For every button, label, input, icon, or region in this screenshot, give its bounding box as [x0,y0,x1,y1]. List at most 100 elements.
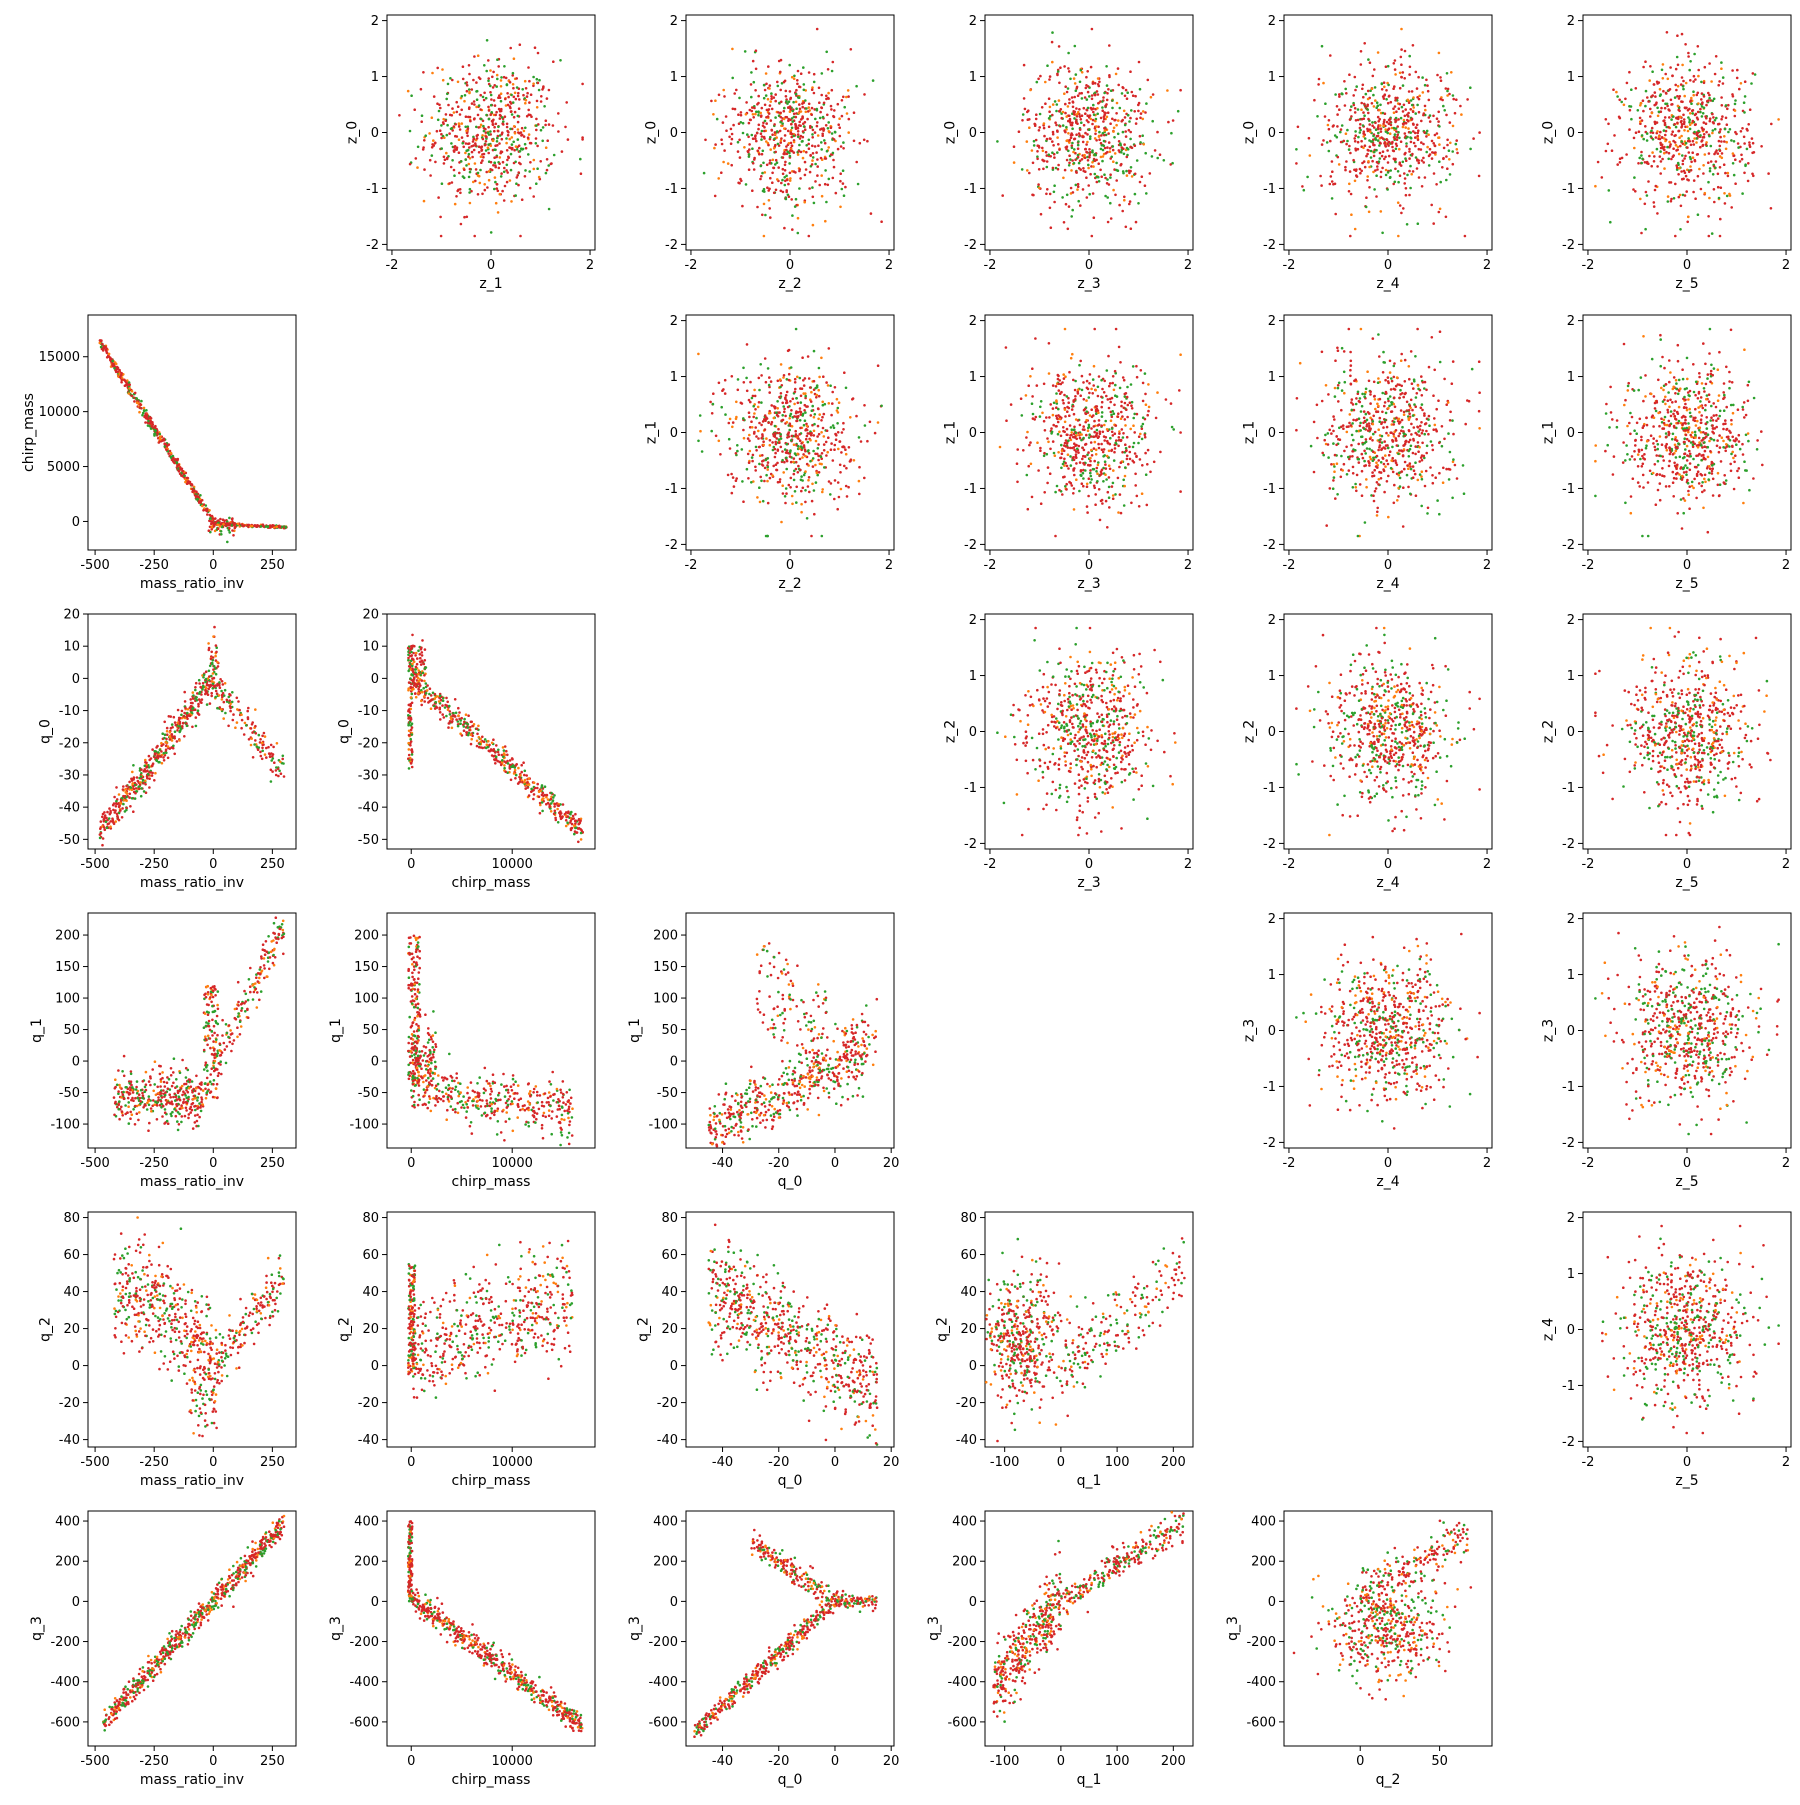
scatter-point [1705,104,1708,107]
scatter-point [801,356,804,359]
scatter-point [1445,114,1448,117]
scatter-point [788,379,791,382]
scatter-point [819,117,822,120]
scatter-point [830,426,833,429]
scatter-point [1163,159,1166,162]
scatter-point [1035,118,1038,121]
scatter-point [433,95,436,98]
scatter-point [446,93,449,96]
scatter-point [1382,125,1385,128]
scatter-point [823,449,826,452]
scatter-point [766,164,769,167]
scatter-point [811,159,814,162]
scatter-point [843,106,846,109]
scatter-point [506,123,509,126]
scatter-point [840,145,843,148]
scatter-point [1341,124,1344,127]
scatter-point [798,96,801,99]
scatter-point [1375,195,1378,198]
scatter-point [827,184,830,187]
scatter-point [1664,103,1667,106]
scatter-point [1367,90,1370,93]
scatter-point [120,379,123,382]
scatter-point [1179,89,1182,92]
scatter-point [1101,160,1104,163]
scatter-point [784,184,787,187]
scatter-point [748,122,751,125]
scatter-point [1064,408,1067,411]
scatter-point [1707,161,1710,164]
scatter-point [1070,169,1073,172]
scatter-point [1431,157,1434,160]
scatter-point [765,437,768,440]
scatter-point [464,152,467,155]
scatter-point [812,156,815,159]
scatter-point [503,199,506,202]
y-tick-label: 0 [670,126,678,141]
scatter-point [784,134,787,137]
scatter-point [1417,76,1420,79]
scatter-point [1091,98,1094,101]
scatter-point [493,161,496,164]
scatter-point [773,138,776,141]
y-tick-label: 2 [1268,14,1276,29]
scatter-point [1125,226,1128,229]
scatter-point [812,129,815,132]
scatter-point [1412,96,1415,99]
scatter-point [1042,168,1045,171]
scatter-point [1431,140,1434,143]
scatter-point [1297,126,1300,129]
scatter-point [1129,200,1132,203]
scatter-point [844,448,847,451]
scatter-point [1348,145,1351,148]
scatter-point [796,79,799,82]
scatter-point [827,97,830,100]
scatter-point [785,402,788,405]
scatter-point [460,223,463,226]
scatter-point [769,177,772,180]
scatter-point [1349,170,1352,173]
scatter-point [768,162,771,165]
scatter-point [767,466,770,469]
scatter-point [548,208,551,211]
scatter-point [1090,408,1093,411]
scatter-point [1082,188,1085,191]
scatter-point [837,431,840,434]
scatter-point [774,131,777,134]
scatter-point [506,181,509,184]
scatter-point [525,99,528,102]
scatter-point [794,381,797,384]
scatter-point [1074,82,1077,85]
scatter-point [753,412,756,415]
scatter-point [704,139,707,142]
scatter-point [766,480,769,483]
scatter-point [785,492,788,495]
scatter-point [714,143,717,146]
y-axis-label: z_0 [345,121,361,144]
scatter-point [139,403,142,406]
scatter-point [1322,139,1325,142]
scatter-point [813,489,816,492]
scatter-point [773,435,776,438]
scatter-point [794,391,797,394]
scatter-point [1693,53,1696,56]
scatter-point [797,445,800,448]
scatter-point [1381,88,1384,91]
x-tick-label: -2 [1282,258,1295,273]
scatter-point [1726,195,1729,198]
scatter-point [786,421,789,424]
scatter-point [112,364,115,367]
scatter-point [532,82,535,85]
scatter-point [1640,154,1643,157]
scatter-point [780,125,783,128]
scatter-point [1051,140,1054,143]
scatter-point [1448,149,1451,152]
scatter-point [417,146,420,149]
scatter-point [438,110,441,113]
scatter-point [1086,483,1089,486]
scatter-point [781,450,784,453]
scatter-point [1394,168,1397,171]
scatter-point [1081,97,1084,100]
scatter-point [128,387,131,390]
scatter-point [1104,460,1107,463]
